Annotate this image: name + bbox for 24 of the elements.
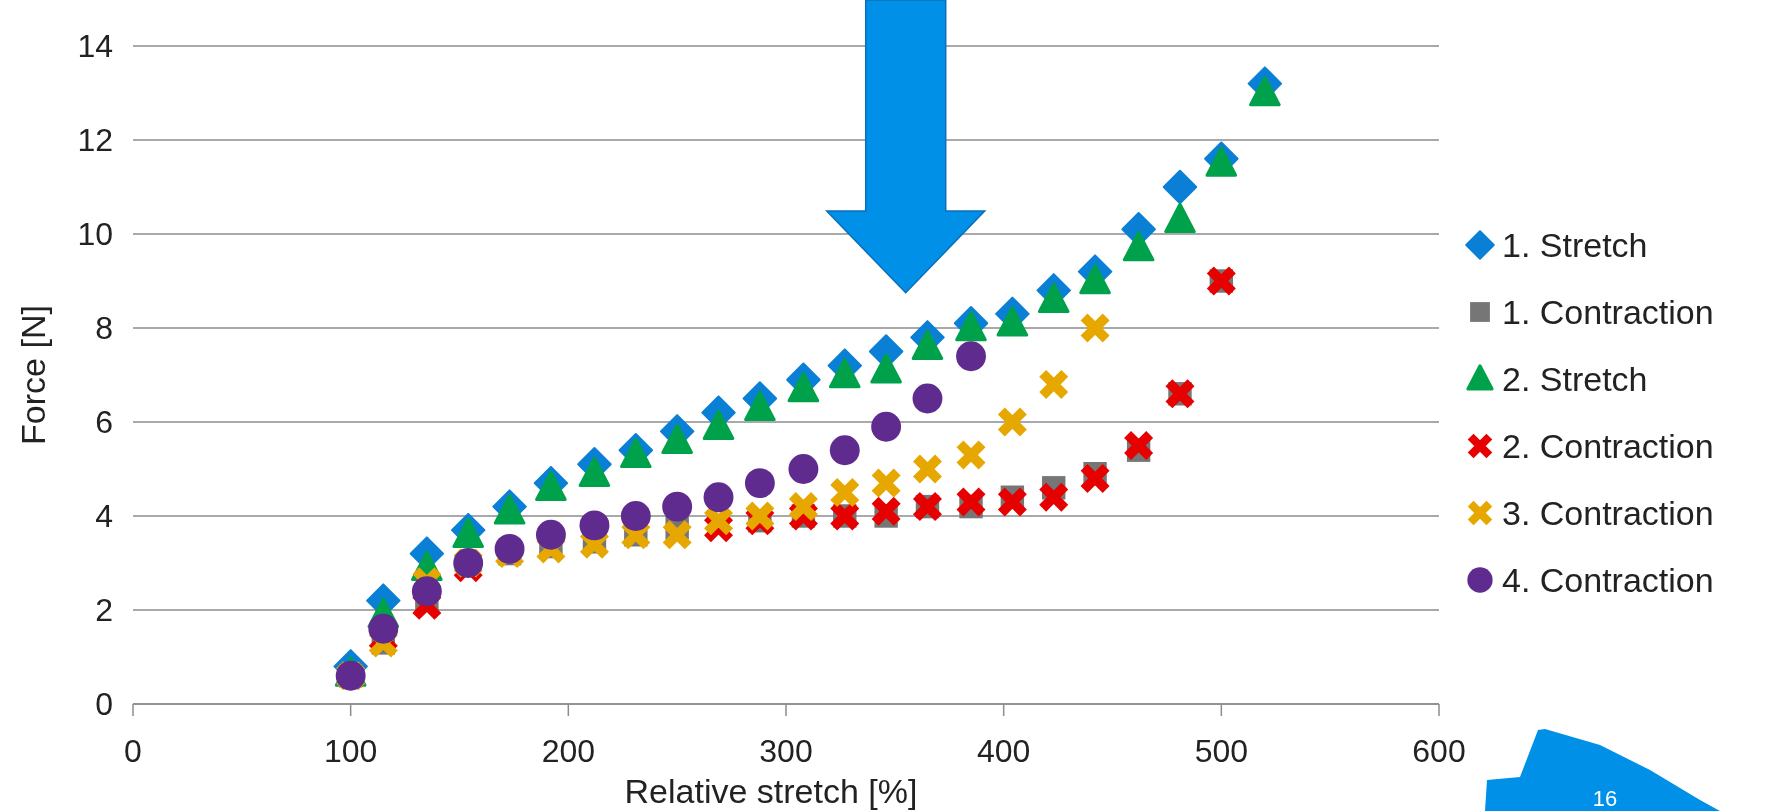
x-tick-label: 100 <box>323 733 378 769</box>
legend-label: 2. Stretch <box>1502 360 1648 398</box>
y-tick-label: 4 <box>95 498 113 534</box>
y-tick-label: 12 <box>77 122 113 158</box>
legend-label: 4. Contraction <box>1502 561 1714 599</box>
x-tick-label: 600 <box>1412 733 1466 769</box>
y-tick-label: 8 <box>95 310 113 346</box>
y-tick-label: 10 <box>77 216 113 252</box>
legend-label: 1. Contraction <box>1502 293 1714 331</box>
legend-label: 2. Contraction <box>1502 427 1714 465</box>
x-tick-label: 500 <box>1194 733 1249 769</box>
x-tick-label: 200 <box>541 733 596 769</box>
x-tick-label: 300 <box>759 733 813 769</box>
text: 16 <box>1592 786 1618 811</box>
y-tick-label: 0 <box>95 686 113 722</box>
x-tick-label: 400 <box>976 733 1031 769</box>
y-tick-label: 6 <box>95 404 113 440</box>
y-tick-label: 14 <box>77 28 113 64</box>
x-axis-title: Relative stretch [%] <box>624 772 918 810</box>
y-axis-title: Force [N] <box>14 305 52 445</box>
x-tick-label: 0 <box>124 733 142 769</box>
legend-label: 3. Contraction <box>1502 494 1714 532</box>
y-tick-label: 2 <box>95 592 113 628</box>
legend-label: 1. Stretch <box>1502 226 1648 264</box>
